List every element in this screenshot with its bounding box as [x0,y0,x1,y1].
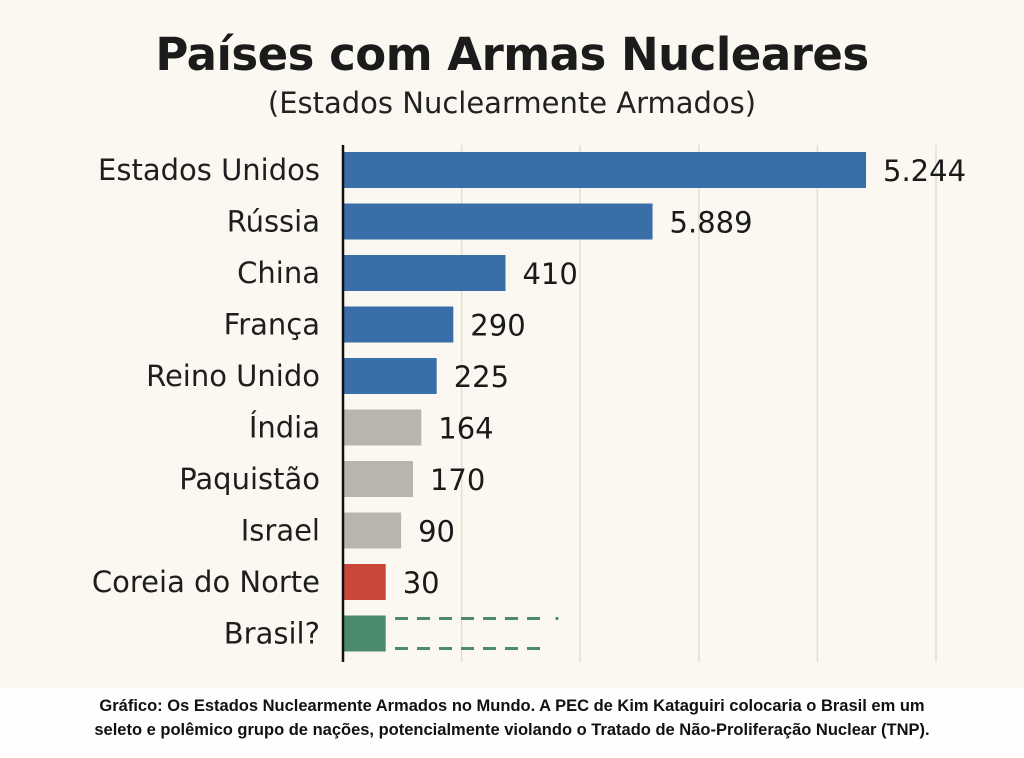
value-label: 164 [438,412,493,446]
bar [343,564,386,600]
projection-dot [555,616,559,621]
category-label: Rússia [227,205,320,239]
caption-line-2: seleto e polêmico grupo de nações, poten… [94,721,930,739]
bar [343,203,653,240]
category-label: Reino Unido [146,359,320,393]
value-label: 90 [418,515,455,549]
value-label: 5.889 [670,206,753,240]
category-label: Brasil? [224,617,320,651]
value-label: 30 [403,566,440,600]
category-label: Israel [241,514,320,548]
category-label: China [237,256,320,290]
bar-chart: Estados Unidos 5.244 Rússia 5.889 China 410 Fr… [92,145,966,662]
value-label: 225 [454,360,509,394]
bar [343,255,506,291]
bar [343,461,413,497]
caption-line-1: Gráfico: Os Estados Nuclearmente Armados… [99,697,925,715]
bar [343,306,454,343]
bar [343,615,386,652]
value-label: 410 [522,257,577,291]
category-label: Coreia do Norte [92,565,320,599]
category-label: França [224,308,320,342]
chart-title: Países com Armas Nucleares [155,28,869,81]
bar [343,409,422,446]
value-label: 290 [470,309,525,343]
bar [343,152,867,188]
chart-subtitle: (Estados Nuclearmente Armados) [267,86,757,120]
caption: Gráfico: Os Estados Nuclearmente Armados… [0,688,1024,758]
bar [343,358,437,394]
value-label: 5.244 [883,154,966,188]
category-label: Estados Unidos [98,153,320,187]
category-label: Índia [249,411,320,445]
value-label: 170 [430,463,485,497]
category-label: Paquistão [179,462,320,496]
bar [343,512,402,549]
